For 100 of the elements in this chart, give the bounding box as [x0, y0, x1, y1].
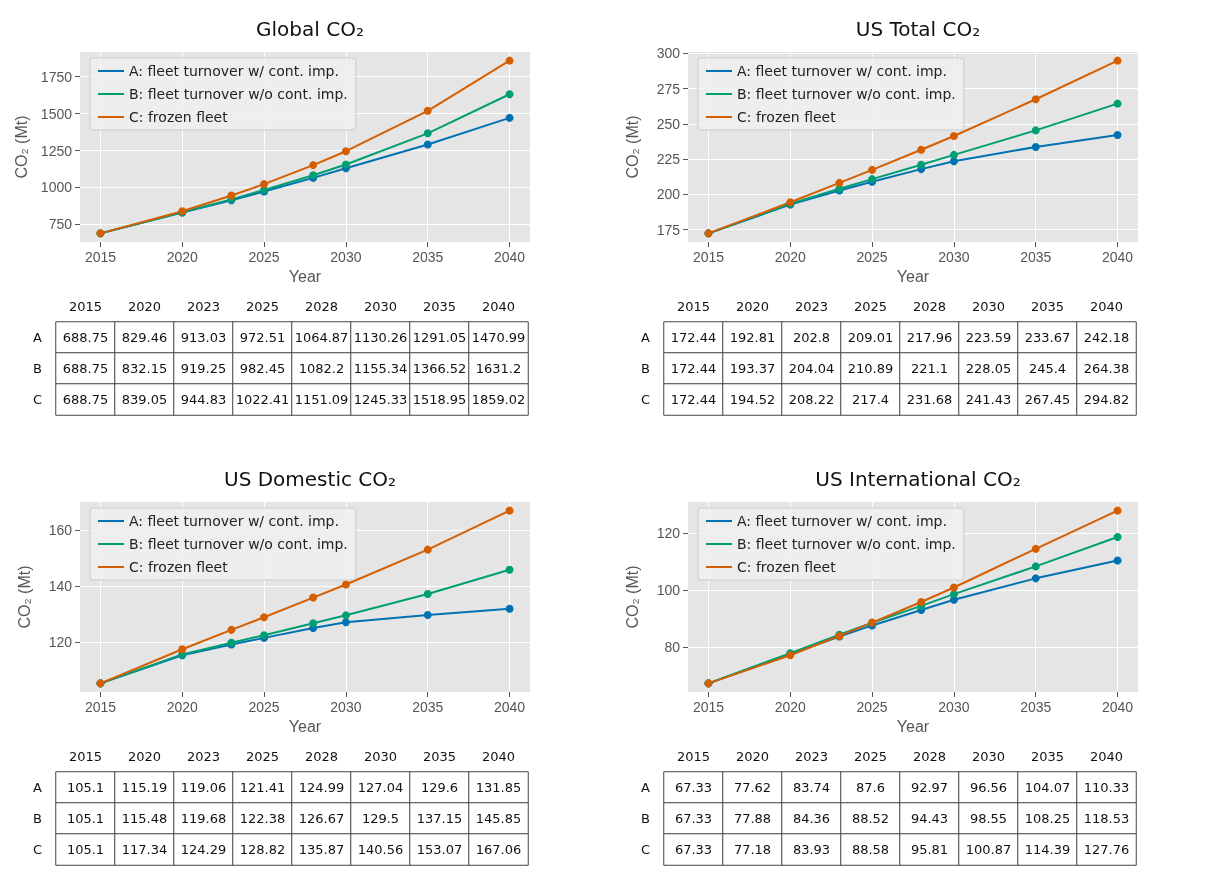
chart-title: Global CO₂: [256, 17, 364, 41]
data-label: 1366.52: [412, 361, 467, 376]
x-tick-label: 2020: [127, 749, 162, 764]
data-label: 110.33: [1083, 780, 1130, 795]
y-tick-label: C: [640, 392, 650, 407]
data-label: 119.06: [180, 780, 227, 795]
data-label: 267.45: [1024, 392, 1071, 407]
data-label: 128.82: [239, 842, 286, 857]
y-tick-label: 1500: [40, 105, 73, 122]
y-tick-label: B: [641, 361, 650, 376]
data-label: 1082.2: [298, 361, 345, 376]
point: [949, 583, 958, 592]
data-label: 131.85: [475, 780, 522, 795]
data-label: 84.36: [792, 811, 831, 826]
point: [1031, 126, 1040, 135]
data-label: 204.04: [788, 361, 835, 376]
x-tick-label: 2035: [1030, 299, 1065, 314]
point: [341, 618, 350, 627]
point: [1113, 56, 1122, 65]
x-tick-label: 2015: [692, 699, 725, 715]
legend-label: B: fleet turnover w/o cont. imp.: [129, 536, 348, 552]
data-label: 221.1: [910, 361, 949, 376]
data-label: 1518.95: [412, 392, 467, 407]
point: [1031, 142, 1040, 151]
x-tick-label: 2030: [971, 299, 1006, 314]
data-label: 982.45: [239, 361, 286, 376]
data-label: 77.88: [733, 811, 772, 826]
legend-label: A: fleet turnover w/ cont. imp.: [737, 513, 947, 529]
y-tick-label: 100: [656, 581, 681, 598]
data-label: 1859.02: [471, 392, 526, 407]
data-label: 217.4: [851, 392, 890, 407]
x-tick-label: 2030: [363, 299, 398, 314]
data-label: 688.75: [62, 330, 109, 345]
point: [505, 565, 514, 574]
point: [309, 593, 318, 602]
x-axis-title: Year: [896, 268, 930, 286]
y-tick-label: 160: [48, 522, 73, 539]
data-label: 114.39: [1024, 842, 1071, 857]
y-tick-label: 120: [656, 524, 681, 541]
x-tick-label: 2020: [166, 249, 199, 265]
point: [260, 180, 269, 189]
point: [423, 590, 432, 599]
legend-label: A: fleet turnover w/ cont. imp.: [129, 63, 339, 79]
y-tick-label: 80: [664, 639, 681, 656]
data-label: 77.62: [733, 780, 772, 795]
x-tick-label: 2023: [794, 299, 829, 314]
data-label: 1130.26: [353, 330, 408, 345]
point: [917, 597, 926, 606]
data-label: 104.07: [1024, 780, 1071, 795]
point: [178, 645, 187, 654]
y-tick-label: 1750: [40, 68, 73, 85]
data-label: 832.15: [121, 361, 168, 376]
y-tick-label: 300: [656, 45, 681, 62]
x-tick-label: 2020: [735, 299, 770, 314]
x-tick-label: 2020: [735, 749, 770, 764]
point: [1031, 95, 1040, 104]
point: [835, 178, 844, 187]
x-axis-title: Year: [288, 268, 322, 286]
x-tick-label: 2015: [84, 249, 117, 265]
data-label: 1151.09: [294, 392, 349, 407]
x-tick-label: 2035: [422, 749, 457, 764]
data-label: 67.33: [674, 780, 713, 795]
y-axis-title: CO₂ (Mt): [15, 565, 33, 629]
data-label: 83.93: [792, 842, 831, 857]
y-tick-label: B: [33, 811, 42, 826]
data-label: 167.06: [475, 842, 522, 857]
point: [423, 545, 432, 554]
x-tick-label: 2030: [363, 749, 398, 764]
x-tick-label: 2028: [304, 749, 339, 764]
x-tick-label: 2040: [1089, 299, 1124, 314]
x-tick-label: 2040: [481, 299, 516, 314]
data-label: 839.05: [121, 392, 168, 407]
point: [423, 106, 432, 115]
data-label: 264.38: [1083, 361, 1130, 376]
data-label: 118.53: [1083, 811, 1130, 826]
point: [227, 625, 236, 634]
data-label: 126.67: [298, 811, 345, 826]
data-label: 223.59: [965, 330, 1012, 345]
point: [341, 611, 350, 620]
y-tick-label: A: [641, 780, 651, 795]
data-label: 688.75: [62, 361, 109, 376]
chart-title: US International CO₂: [815, 467, 1021, 491]
legend-label: B: fleet turnover w/o cont. imp.: [737, 86, 956, 102]
data-label: 129.5: [361, 811, 400, 826]
x-tick-label: 2035: [1020, 699, 1052, 715]
data-label: 228.05: [965, 361, 1012, 376]
y-axis-title: CO₂ (Mt): [623, 115, 641, 179]
data-label: 115.48: [121, 811, 168, 826]
point: [949, 150, 958, 159]
y-tick-label: B: [33, 361, 42, 376]
x-tick-label: 2040: [481, 749, 516, 764]
x-tick-label: 2023: [186, 749, 221, 764]
x-tick-label: 2028: [912, 299, 947, 314]
data-label: 153.07: [416, 842, 463, 857]
y-tick-label: 175: [656, 221, 681, 238]
data-label: 129.6: [420, 780, 459, 795]
x-tick-label: 2015: [692, 249, 725, 265]
data-label: 172.44: [670, 392, 717, 407]
y-tick-label: B: [641, 811, 650, 826]
point: [1113, 556, 1122, 565]
